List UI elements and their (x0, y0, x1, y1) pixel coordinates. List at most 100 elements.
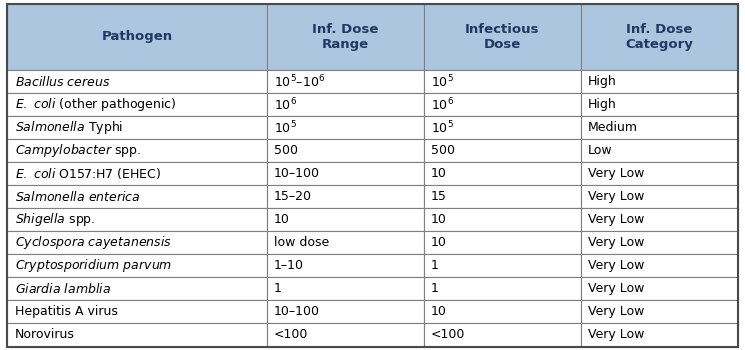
Bar (267, 301, 424, 323)
Bar (424, 301, 580, 323)
Bar (267, 254, 424, 278)
Bar (424, 70, 580, 93)
Text: $\it{Giardia}$ $\it{lamblia}$: $\it{Giardia}$ $\it{lamblia}$ (15, 282, 111, 296)
Bar (7, 323, 267, 346)
Bar (267, 4, 424, 70)
Bar (580, 209, 738, 231)
Bar (424, 117, 580, 139)
Text: low dose: low dose (274, 237, 329, 250)
Text: $10^5$: $10^5$ (431, 120, 454, 136)
Bar (7, 70, 267, 93)
Text: High: High (588, 75, 617, 89)
Text: <100: <100 (431, 329, 466, 342)
Text: 10: 10 (431, 306, 447, 318)
Bar (580, 301, 738, 323)
Text: Inf. Dose
Range: Inf. Dose Range (312, 23, 378, 51)
Text: $\it{Cyclospora}$ $\it{cayetanensis}$: $\it{Cyclospora}$ $\it{cayetanensis}$ (15, 234, 171, 251)
Bar (424, 323, 580, 346)
Bar (7, 301, 267, 323)
Bar (7, 186, 267, 209)
Text: 10–100: 10–100 (274, 306, 320, 318)
Bar (267, 117, 424, 139)
Bar (7, 209, 267, 231)
Text: 15–20: 15–20 (274, 190, 312, 203)
Text: $10^5$: $10^5$ (274, 120, 297, 136)
Bar (7, 93, 267, 117)
Text: Very Low: Very Low (588, 190, 644, 203)
Bar (7, 117, 267, 139)
Bar (7, 4, 267, 70)
Text: $10^6$: $10^6$ (274, 97, 297, 113)
Bar (580, 70, 738, 93)
Bar (580, 323, 738, 346)
Bar (424, 162, 580, 186)
Text: Very Low: Very Low (588, 167, 644, 181)
Text: 10: 10 (431, 237, 447, 250)
Bar (424, 231, 580, 254)
Text: Very Low: Very Low (588, 306, 644, 318)
Text: Very Low: Very Low (588, 214, 644, 226)
Bar (424, 139, 580, 162)
Text: $\it{Cryptosporidium}$ $\it{parvum}$: $\it{Cryptosporidium}$ $\it{parvum}$ (15, 258, 172, 274)
Text: 10: 10 (431, 214, 447, 226)
Bar (580, 93, 738, 117)
Text: $10^6$: $10^6$ (431, 97, 454, 113)
Bar (580, 278, 738, 301)
Text: 10: 10 (431, 167, 447, 181)
Text: 10: 10 (274, 214, 290, 226)
Bar (267, 323, 424, 346)
Bar (580, 186, 738, 209)
Text: 1–10: 1–10 (274, 259, 304, 272)
Bar (424, 278, 580, 301)
Text: 1: 1 (431, 282, 439, 295)
Bar (580, 231, 738, 254)
Bar (267, 93, 424, 117)
Bar (7, 162, 267, 186)
Text: Inf. Dose
Category: Inf. Dose Category (625, 23, 693, 51)
Bar (267, 209, 424, 231)
Bar (267, 278, 424, 301)
Text: 15: 15 (431, 190, 447, 203)
Text: Medium: Medium (588, 121, 638, 134)
Bar (580, 254, 738, 278)
Text: Hepatitis A virus: Hepatitis A virus (15, 306, 118, 318)
Text: $10^5$–$10^6$: $10^5$–$10^6$ (274, 74, 325, 90)
Text: 500: 500 (431, 145, 455, 158)
Bar (7, 139, 267, 162)
Text: $\it{E.}$ $\it{coli}$ O157:H7 (EHEC): $\it{E.}$ $\it{coli}$ O157:H7 (EHEC) (15, 167, 161, 181)
Text: Very Low: Very Low (588, 282, 644, 295)
Text: Norovirus: Norovirus (15, 329, 74, 342)
Bar (267, 162, 424, 186)
Text: $\it{Salmonella}$ $\it{enterica}$: $\it{Salmonella}$ $\it{enterica}$ (15, 190, 140, 204)
Bar (7, 231, 267, 254)
Bar (267, 231, 424, 254)
Text: 10–100: 10–100 (274, 167, 320, 181)
Bar (7, 254, 267, 278)
Bar (424, 254, 580, 278)
Text: <100: <100 (274, 329, 308, 342)
Bar (580, 139, 738, 162)
Text: $\it{Salmonella}$ Typhi: $\it{Salmonella}$ Typhi (15, 119, 123, 136)
Bar (267, 70, 424, 93)
Text: High: High (588, 98, 617, 111)
Text: Very Low: Very Low (588, 237, 644, 250)
Bar (424, 4, 580, 70)
Text: $\it{E.}$ $\it{coli}$ (other pathogenic): $\it{E.}$ $\it{coli}$ (other pathogenic) (15, 96, 177, 113)
Text: $\it{Shigella}$ spp.: $\it{Shigella}$ spp. (15, 211, 95, 229)
Bar (424, 93, 580, 117)
Bar (7, 278, 267, 301)
Text: $\it{Campylobacter}$ spp.: $\it{Campylobacter}$ spp. (15, 142, 141, 159)
Bar (424, 209, 580, 231)
Text: Pathogen: Pathogen (101, 30, 173, 43)
Text: Infectious
Dose: Infectious Dose (465, 23, 539, 51)
Text: Very Low: Very Low (588, 259, 644, 272)
Bar (267, 186, 424, 209)
Bar (267, 139, 424, 162)
Bar (580, 117, 738, 139)
Text: Very Low: Very Low (588, 329, 644, 342)
Text: 1: 1 (431, 259, 439, 272)
Bar (580, 162, 738, 186)
Bar (580, 4, 738, 70)
Text: $\it{Bacillus}$ $\it{cereus}$: $\it{Bacillus}$ $\it{cereus}$ (15, 75, 110, 89)
Text: 1: 1 (274, 282, 282, 295)
